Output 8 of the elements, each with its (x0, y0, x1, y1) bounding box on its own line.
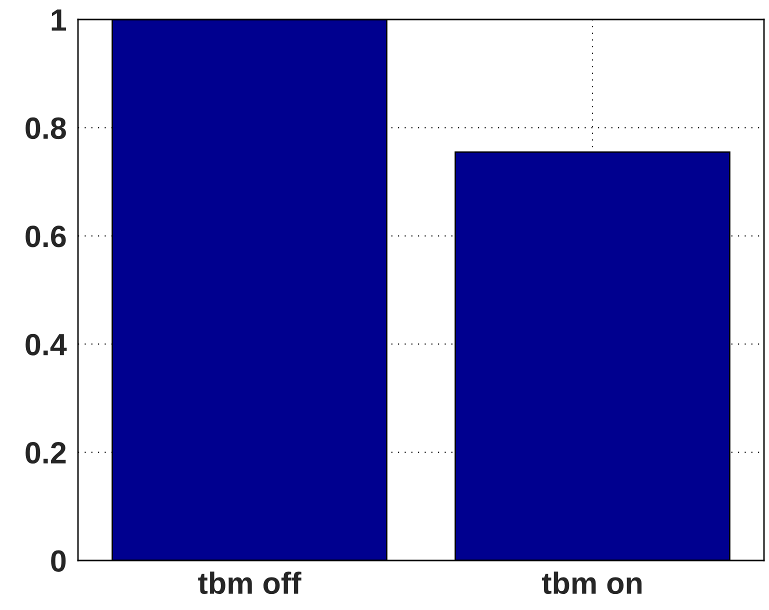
y-tick-label: 0.2 (26, 442, 66, 464)
x-tick-label: tbm off (198, 572, 302, 594)
y-tick-label: 0.8 (26, 117, 66, 140)
y-tick-label: 0.6 (26, 226, 66, 248)
y-tick-label: 1 (52, 10, 66, 31)
y-tick-label: 0 (51, 550, 66, 572)
x-tick-label: tbm on (542, 572, 642, 594)
y-tick-label: 0.4 (26, 334, 67, 356)
